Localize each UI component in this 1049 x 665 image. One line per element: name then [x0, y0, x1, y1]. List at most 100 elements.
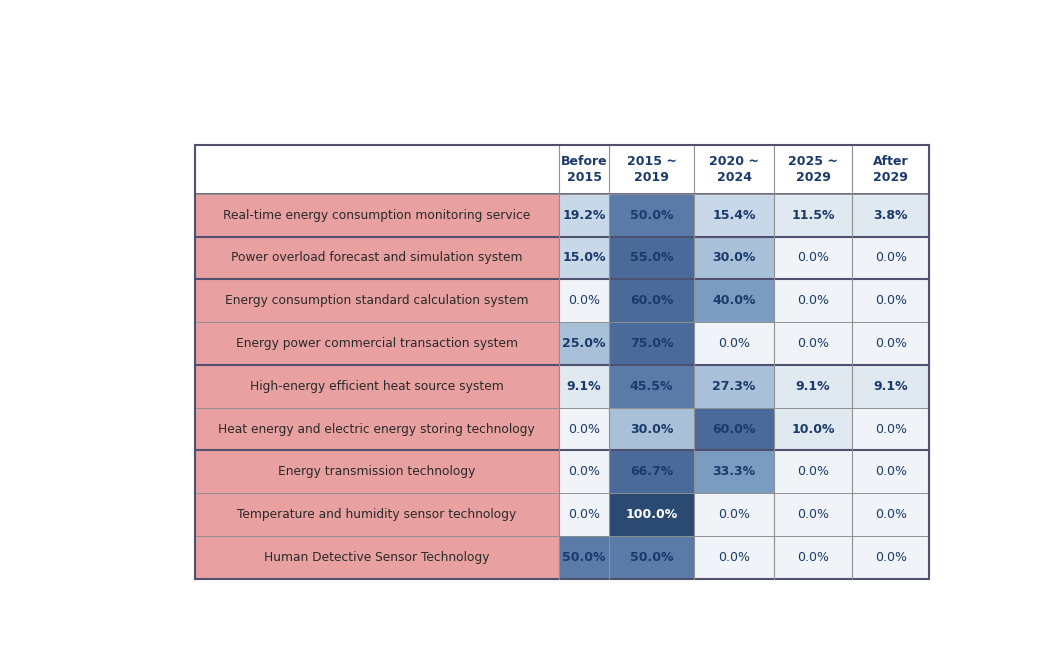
- Bar: [609, 237, 693, 279]
- Text: 0.0%: 0.0%: [797, 294, 829, 307]
- Bar: [774, 365, 852, 408]
- Bar: [609, 408, 693, 450]
- Bar: [693, 322, 774, 365]
- Bar: [774, 408, 852, 450]
- Text: 60.0%: 60.0%: [629, 294, 673, 307]
- Text: High-energy efficient heat source system: High-energy efficient heat source system: [250, 380, 504, 393]
- Bar: [693, 279, 774, 322]
- Bar: [195, 365, 559, 408]
- Bar: [195, 408, 559, 450]
- Text: 75.0%: 75.0%: [629, 337, 673, 350]
- Text: Energy transmission technology: Energy transmission technology: [278, 465, 475, 478]
- Bar: [559, 194, 609, 237]
- Text: 30.0%: 30.0%: [712, 251, 755, 265]
- Bar: [195, 478, 929, 527]
- Text: 15.4%: 15.4%: [712, 209, 756, 221]
- Text: 60.0%: 60.0%: [712, 422, 755, 436]
- Bar: [774, 279, 852, 322]
- Bar: [693, 194, 774, 237]
- Bar: [852, 408, 929, 450]
- Text: 0.0%: 0.0%: [875, 508, 906, 521]
- Bar: [609, 450, 693, 493]
- Text: Real-time energy consumption monitoring service: Real-time energy consumption monitoring …: [223, 209, 531, 221]
- Bar: [774, 450, 852, 493]
- Text: 0.0%: 0.0%: [797, 508, 829, 521]
- Bar: [195, 279, 559, 322]
- Text: 9.1%: 9.1%: [796, 380, 831, 393]
- Text: Energy power commercial transaction system: Energy power commercial transaction syst…: [236, 337, 518, 350]
- Text: 0.0%: 0.0%: [569, 465, 600, 478]
- Bar: [774, 493, 852, 536]
- Text: 0.0%: 0.0%: [797, 551, 829, 564]
- Bar: [559, 365, 609, 408]
- Bar: [195, 194, 559, 237]
- Bar: [609, 365, 693, 408]
- Text: 9.1%: 9.1%: [874, 380, 908, 393]
- Text: 2020 ~
2024: 2020 ~ 2024: [709, 155, 759, 184]
- Text: 45.5%: 45.5%: [629, 380, 673, 393]
- Bar: [774, 322, 852, 365]
- Bar: [693, 365, 774, 408]
- Text: 2025 ~
2029: 2025 ~ 2029: [788, 155, 838, 184]
- Bar: [609, 194, 693, 237]
- Bar: [195, 450, 559, 493]
- Text: 0.0%: 0.0%: [719, 551, 750, 564]
- Bar: [852, 279, 929, 322]
- Text: 27.3%: 27.3%: [712, 380, 755, 393]
- Text: 50.0%: 50.0%: [629, 551, 673, 564]
- Text: 40.0%: 40.0%: [712, 294, 756, 307]
- Bar: [195, 536, 559, 579]
- Text: 9.1%: 9.1%: [566, 380, 601, 393]
- Bar: [774, 194, 852, 237]
- Bar: [774, 237, 852, 279]
- Text: 0.0%: 0.0%: [719, 508, 750, 521]
- Text: 2015 ~
2019: 2015 ~ 2019: [626, 155, 677, 184]
- Text: 0.0%: 0.0%: [569, 422, 600, 436]
- Bar: [852, 493, 929, 536]
- Text: 33.3%: 33.3%: [712, 465, 755, 478]
- Text: 3.8%: 3.8%: [874, 209, 907, 221]
- Bar: [852, 322, 929, 365]
- Text: After
2029: After 2029: [873, 155, 908, 184]
- Bar: [609, 493, 693, 536]
- Bar: [195, 237, 559, 279]
- Bar: [852, 450, 929, 493]
- Bar: [852, 237, 929, 279]
- Bar: [609, 322, 693, 365]
- Text: 11.5%: 11.5%: [791, 209, 835, 221]
- Text: Energy consumption standard calculation system: Energy consumption standard calculation …: [226, 294, 529, 307]
- Bar: [195, 322, 559, 365]
- Bar: [774, 536, 852, 579]
- Text: 19.2%: 19.2%: [562, 209, 606, 221]
- Text: Human Detective Sensor Technology: Human Detective Sensor Technology: [264, 551, 490, 564]
- Text: 25.0%: 25.0%: [562, 337, 606, 350]
- Text: 55.0%: 55.0%: [629, 251, 673, 265]
- Text: Heat energy and electric energy storing technology: Heat energy and electric energy storing …: [218, 422, 535, 436]
- Text: 0.0%: 0.0%: [875, 294, 906, 307]
- Bar: [693, 408, 774, 450]
- Bar: [559, 408, 609, 450]
- Text: 0.0%: 0.0%: [797, 465, 829, 478]
- Bar: [693, 237, 774, 279]
- Bar: [559, 450, 609, 493]
- Text: 66.7%: 66.7%: [629, 465, 673, 478]
- Bar: [559, 322, 609, 365]
- Text: 10.0%: 10.0%: [791, 422, 835, 436]
- Bar: [609, 279, 693, 322]
- Text: 0.0%: 0.0%: [797, 337, 829, 350]
- Text: 0.0%: 0.0%: [797, 251, 829, 265]
- Text: 0.0%: 0.0%: [719, 337, 750, 350]
- Text: 0.0%: 0.0%: [875, 337, 906, 350]
- Bar: [559, 536, 609, 579]
- Bar: [693, 450, 774, 493]
- Bar: [195, 493, 559, 536]
- Bar: [609, 536, 693, 579]
- Text: 0.0%: 0.0%: [569, 508, 600, 521]
- Text: 0.0%: 0.0%: [875, 551, 906, 564]
- Bar: [559, 279, 609, 322]
- Text: 15.0%: 15.0%: [562, 251, 606, 265]
- Text: 50.0%: 50.0%: [562, 551, 606, 564]
- Text: Temperature and humidity sensor technology: Temperature and humidity sensor technolo…: [237, 508, 516, 521]
- Bar: [693, 493, 774, 536]
- Text: 50.0%: 50.0%: [629, 209, 673, 221]
